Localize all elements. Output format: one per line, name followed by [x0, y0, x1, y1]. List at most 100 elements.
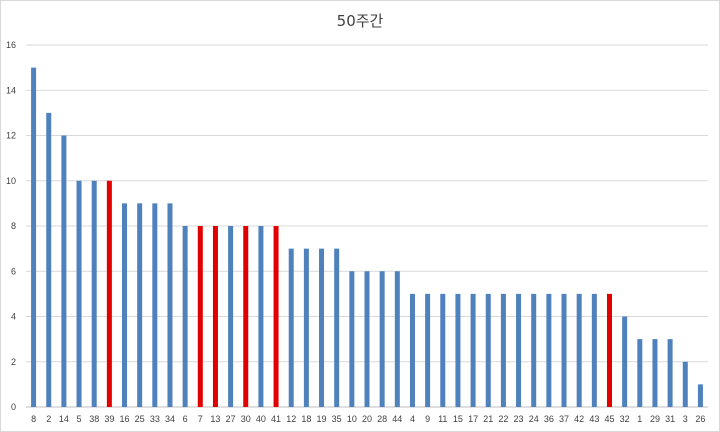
bar-6 [182, 226, 188, 407]
x-tick-label: 7 [198, 414, 203, 424]
x-tick-label: 22 [498, 414, 508, 424]
x-tick-label: 5 [77, 414, 82, 424]
x-tick-label: 41 [271, 414, 281, 424]
bar-7 [197, 226, 203, 407]
x-tick-label: 29 [650, 414, 660, 424]
bar-10 [349, 271, 355, 407]
bar-31 [667, 339, 673, 407]
bar-16 [122, 203, 128, 407]
bars [31, 67, 703, 407]
bar-14 [61, 135, 67, 407]
bar-12 [288, 248, 294, 407]
x-tick-label: 35 [332, 414, 342, 424]
bar-33 [152, 203, 158, 407]
bar-23 [516, 293, 522, 407]
bar-37 [561, 293, 567, 407]
bar-28 [379, 271, 385, 407]
x-tick-label: 3 [683, 414, 688, 424]
bar-24 [531, 293, 537, 407]
y-tick-label: 0 [11, 402, 16, 412]
x-tick-label: 30 [241, 414, 251, 424]
x-tick-label: 31 [665, 414, 675, 424]
bar-34 [167, 203, 173, 407]
x-tick-label: 27 [226, 414, 236, 424]
x-tick-label: 45 [604, 414, 614, 424]
x-tick-label: 2 [46, 414, 51, 424]
x-tick-label: 34 [165, 414, 175, 424]
bar-25 [137, 203, 143, 407]
bar-43 [591, 293, 597, 407]
x-tick-label: 12 [286, 414, 296, 424]
x-tick-label: 44 [392, 414, 402, 424]
x-tick-label: 11 [438, 414, 447, 424]
x-tick-label: 10 [347, 414, 357, 424]
x-tick-label: 8 [31, 414, 36, 424]
y-tick-label: 2 [11, 357, 16, 367]
bar-41 [273, 226, 279, 407]
x-tick-label: 43 [589, 414, 599, 424]
x-tick-label: 40 [256, 414, 266, 424]
bar-26 [697, 384, 703, 407]
y-tick-label: 8 [11, 221, 16, 231]
chart-title: 50주간 [336, 12, 384, 30]
bar-36 [546, 293, 552, 407]
y-tick-label: 12 [6, 131, 16, 141]
x-tick-label: 24 [529, 414, 539, 424]
bar-19 [319, 248, 325, 407]
x-tick-label: 32 [620, 414, 630, 424]
x-axis-ticks: 8 2 14 5 38 39 16 25 33 34 6 7 13 27 30 40 41 12 18 19 35 10 2… [31, 414, 705, 424]
x-tick-label: 9 [425, 414, 430, 424]
x-tick-label: 4 [410, 414, 415, 424]
x-tick-label: 20 [362, 414, 372, 424]
bar-44 [394, 271, 400, 407]
bar-21 [485, 293, 491, 407]
bar-17 [470, 293, 476, 407]
bar-5 [76, 180, 82, 407]
x-tick-label: 26 [695, 414, 705, 424]
bar-11 [440, 293, 446, 407]
y-tick-label: 4 [11, 312, 16, 322]
x-tick-label: 39 [104, 414, 114, 424]
bar-13 [212, 226, 218, 407]
x-tick-label: 25 [135, 414, 145, 424]
x-tick-label: 33 [150, 414, 160, 424]
y-tick-label: 16 [6, 40, 16, 50]
x-tick-label: 17 [468, 414, 478, 424]
y-tick-label: 6 [11, 266, 16, 276]
bar-4 [409, 293, 415, 407]
bar-30 [243, 226, 249, 407]
bar-40 [258, 226, 264, 407]
x-tick-label: 15 [453, 414, 463, 424]
x-tick-label: 42 [574, 414, 584, 424]
bar-8 [31, 67, 37, 407]
bar-27 [228, 226, 234, 407]
x-tick-label: 36 [544, 414, 554, 424]
bar-42 [576, 293, 582, 407]
bar-20 [364, 271, 370, 407]
x-tick-label: 18 [301, 414, 311, 424]
bar-45 [606, 293, 612, 407]
bar-3 [682, 361, 688, 407]
bar-2 [46, 112, 52, 407]
x-tick-label: 13 [210, 414, 220, 424]
x-tick-label: 38 [89, 414, 99, 424]
y-tick-label: 10 [6, 176, 16, 186]
x-tick-label: 23 [514, 414, 524, 424]
x-tick-label: 1 [637, 414, 642, 424]
y-axis-ticks: 0 2 4 6 8 10 12 14 16 [6, 40, 16, 412]
bar-29 [652, 339, 658, 407]
bar-1 [637, 339, 643, 407]
bar-18 [303, 248, 309, 407]
x-tick-label: 37 [559, 414, 569, 424]
x-tick-label: 21 [483, 414, 493, 424]
y-tick-label: 14 [6, 85, 16, 95]
bar-38 [91, 180, 97, 407]
x-tick-label: 19 [317, 414, 327, 424]
bar-35 [334, 248, 340, 407]
bar-9 [425, 293, 431, 407]
x-tick-label: 14 [59, 414, 69, 424]
x-tick-label: 16 [120, 414, 130, 424]
bar-22 [500, 293, 506, 407]
